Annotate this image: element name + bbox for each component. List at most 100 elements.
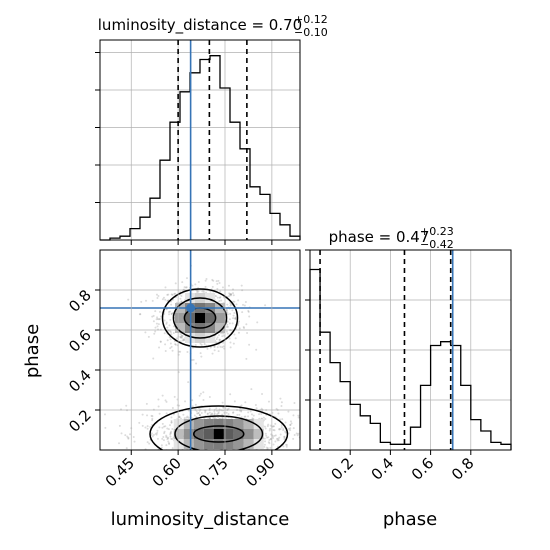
- joint-sample-point: [180, 335, 183, 338]
- joint-sample-point: [208, 407, 211, 410]
- joint-sample-point: [163, 430, 166, 433]
- joint-sample-point: [179, 336, 182, 339]
- joint-density-cell: [213, 439, 224, 449]
- joint-sample-point: [259, 409, 262, 412]
- joint-sample-point: [265, 434, 268, 437]
- joint-sample-point: [209, 413, 212, 416]
- joint-sample-point: [169, 347, 172, 350]
- joint-sample-point: [210, 412, 213, 415]
- joint-sample-point: [281, 453, 283, 455]
- joint-sample-point: [229, 341, 232, 344]
- joint-peak-mode1: [195, 313, 205, 323]
- joint-sample-point: [274, 434, 277, 437]
- joint-sample-point: [169, 342, 172, 345]
- joint-sample-point: [151, 299, 154, 302]
- joint-sample-point: [141, 424, 144, 427]
- joint-contour-mode2-level2: [174, 415, 264, 450]
- joint-sample-point: [225, 309, 228, 312]
- joint-sample-point: [185, 286, 188, 289]
- joint-sample-point: [213, 410, 216, 413]
- phase-title: phase = 0.47: [329, 228, 430, 246]
- joint-sample-point: [162, 436, 165, 439]
- joint-sample-point: [242, 455, 244, 457]
- joint-sample-point: [152, 320, 155, 323]
- joint-sample-point: [174, 343, 177, 346]
- joint-sample-point: [290, 422, 293, 425]
- joint-sample-point: [260, 412, 263, 415]
- joint-sample-point: [152, 357, 155, 360]
- joint-sample-point: [229, 346, 232, 349]
- joint-sample-point: [289, 420, 292, 423]
- joint-sample-point: [244, 301, 247, 304]
- joint-sample-point: [164, 425, 167, 428]
- joint-sample-point: [240, 416, 243, 419]
- joint-sample-point: [209, 455, 211, 457]
- joint-sample-point: [274, 440, 277, 443]
- joint-sample-point: [157, 405, 160, 408]
- joint-sample-point: [175, 337, 178, 340]
- joint-sample-point: [195, 415, 198, 418]
- joint-sample-point: [166, 299, 169, 302]
- joint-sample-point: [279, 433, 282, 436]
- joint-sample-point: [174, 292, 177, 295]
- joint-contour-mode2-level1: [193, 425, 245, 443]
- joint-sample-point: [282, 445, 285, 448]
- joint-sample-point: [211, 413, 214, 416]
- joint-sample-point: [247, 459, 249, 461]
- joint-sample-point: [272, 425, 275, 428]
- joint-sample-point: [167, 428, 170, 431]
- joint-density-cell: [203, 439, 214, 449]
- joint-sample-point: [263, 425, 266, 428]
- joint-sample-point: [186, 459, 188, 461]
- joint-sample-point: [176, 452, 178, 454]
- joint-sample-point: [258, 413, 261, 416]
- joint-sample-point: [142, 452, 144, 454]
- joint-sample-point: [209, 416, 212, 419]
- joint-sample-point: [263, 445, 266, 448]
- joint-sample-point: [231, 459, 233, 461]
- joint-sample-point: [226, 313, 229, 316]
- joint-sample-point: [161, 422, 164, 425]
- joint-sample-point: [149, 426, 152, 429]
- phase-y-label-3: 0.8: [65, 286, 95, 316]
- joint-sample-point: [205, 452, 207, 454]
- joint-sample-point: [230, 293, 233, 296]
- joint-sample-point: [263, 437, 266, 440]
- joint-sample-point: [221, 401, 224, 404]
- joint-sample-point: [173, 395, 176, 398]
- joint-sample-point: [206, 347, 209, 350]
- joint-sample-point: [176, 453, 178, 455]
- joint-sample-point: [247, 411, 250, 414]
- joint-sample-point: [282, 427, 285, 430]
- joint-density-cell: [193, 439, 204, 449]
- joint-sample-point: [183, 417, 186, 420]
- joint-sample-point: [169, 431, 172, 434]
- joint-sample-point: [196, 289, 199, 292]
- joint-sample-point: [145, 402, 148, 405]
- joint-sample-point: [216, 413, 219, 416]
- joint-sample-point: [144, 426, 147, 429]
- joint-sample-point: [163, 319, 166, 322]
- joint-sample-point: [251, 417, 254, 420]
- joint-sample-point: [169, 318, 172, 321]
- joint-sample-point: [118, 424, 121, 427]
- joint-sample-point: [267, 441, 270, 444]
- joint-sample-point: [165, 321, 168, 324]
- joint-sample-point: [161, 426, 164, 429]
- joint-sample-point: [280, 401, 283, 404]
- joint-sample-point: [213, 408, 216, 411]
- joint-sample-point: [146, 441, 149, 444]
- joint-sample-point: [191, 405, 194, 408]
- joint-sample-point: [284, 431, 287, 434]
- joint-sample-point: [288, 427, 291, 430]
- joint-sample-point: [161, 298, 164, 301]
- joint-sample-point: [186, 458, 188, 460]
- joint-sample-point: [191, 399, 194, 402]
- joint-sample-point: [218, 408, 221, 411]
- joint-sample-point: [228, 337, 231, 340]
- joint-sample-point: [158, 346, 161, 349]
- joint-sample-point: [274, 422, 277, 425]
- joint-sample-point: [197, 412, 200, 415]
- joint-sample-point: [277, 437, 280, 440]
- joint-sample-point: [202, 391, 205, 394]
